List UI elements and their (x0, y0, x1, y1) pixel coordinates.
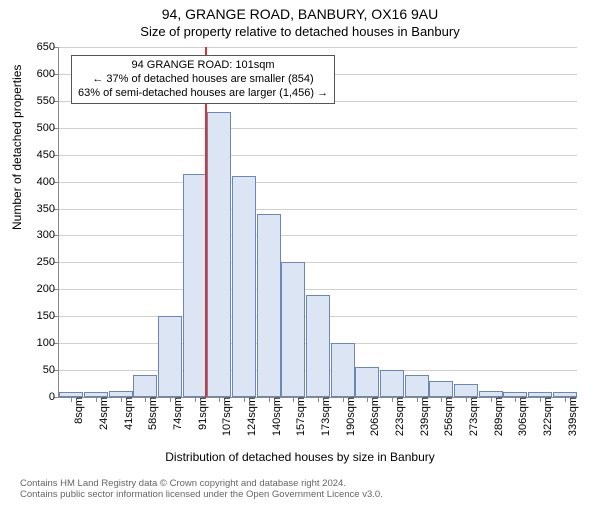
histogram-bar (454, 384, 478, 397)
x-tick-label: 124sqm (240, 397, 258, 436)
y-tick-label: 100 (37, 337, 59, 349)
title-main: 94, GRANGE ROAD, BANBURY, OX16 9AU (0, 6, 600, 22)
y-tick-label: 550 (37, 95, 59, 107)
x-tick-label: 223sqm (388, 397, 406, 436)
y-tick-label: 450 (37, 149, 59, 161)
histogram-bar (380, 370, 404, 397)
title-sub: Size of property relative to detached ho… (0, 24, 600, 39)
histogram-bar (232, 176, 256, 397)
gridline (59, 262, 577, 263)
histogram-bar (355, 367, 379, 397)
x-tick-label: 339sqm (561, 397, 579, 436)
x-tick-label: 74sqm (166, 397, 184, 430)
annotation-line-3: 63% of semi-detached houses are larger (… (78, 87, 328, 101)
histogram-bar (158, 316, 182, 397)
x-tick-label: 140sqm (265, 397, 283, 436)
x-tick-label: 157sqm (289, 397, 307, 436)
footer-line-1: Contains HM Land Registry data © Crown c… (20, 478, 600, 489)
x-tick-label: 256sqm (437, 397, 455, 436)
x-tick-label: 58sqm (141, 397, 159, 430)
histogram-bar (306, 295, 330, 397)
x-tick-label: 322sqm (536, 397, 554, 436)
x-tick-label: 41sqm (117, 397, 135, 430)
x-tick-label: 289sqm (487, 397, 505, 436)
histogram-bar (257, 214, 281, 397)
histogram-bar (207, 112, 231, 397)
gridline (59, 182, 577, 183)
y-axis-label: Number of detached properties (10, 65, 24, 230)
annotation-line-1: 94 GRANGE ROAD: 101sqm (78, 59, 328, 73)
x-tick-label: 24sqm (92, 397, 110, 430)
gridline (59, 155, 577, 156)
x-tick-label: 91sqm (191, 397, 209, 430)
histogram-bar (183, 174, 207, 397)
histogram-bar (133, 375, 157, 397)
footer-line-2: Contains public sector information licen… (20, 489, 600, 500)
y-tick-label: 150 (37, 310, 59, 322)
x-tick-label: 173sqm (314, 397, 332, 436)
gridline (59, 235, 577, 236)
x-axis-label: Distribution of detached houses by size … (0, 450, 600, 464)
y-tick-label: 0 (49, 391, 59, 403)
gridline (59, 47, 577, 48)
histogram-bar (281, 262, 305, 397)
x-tick-label: 273sqm (462, 397, 480, 436)
histogram-chart: 0501001502002503003504004505005506006508… (58, 47, 577, 398)
y-tick-label: 650 (37, 41, 59, 53)
y-tick-label: 500 (37, 122, 59, 134)
annotation-line-2: ← 37% of detached houses are smaller (85… (78, 73, 328, 87)
x-tick-label: 190sqm (339, 397, 357, 436)
x-tick-label: 8sqm (67, 397, 85, 424)
y-tick-label: 200 (37, 283, 59, 295)
x-tick-label: 306sqm (511, 397, 529, 436)
x-tick-label: 206sqm (363, 397, 381, 436)
y-tick-label: 50 (43, 364, 59, 376)
gridline (59, 128, 577, 129)
histogram-bar (429, 381, 453, 397)
gridline (59, 289, 577, 290)
histogram-bar (405, 375, 429, 397)
footer-attribution: Contains HM Land Registry data © Crown c… (20, 478, 600, 501)
y-tick-label: 250 (37, 256, 59, 268)
gridline (59, 209, 577, 210)
x-tick-label: 239sqm (413, 397, 431, 436)
annotation-box: 94 GRANGE ROAD: 101sqm ← 37% of detached… (71, 55, 335, 104)
histogram-bar (331, 343, 355, 397)
x-tick-label: 107sqm (215, 397, 233, 436)
y-tick-label: 350 (37, 203, 59, 215)
y-tick-label: 300 (37, 229, 59, 241)
y-tick-label: 600 (37, 68, 59, 80)
y-tick-label: 400 (37, 176, 59, 188)
